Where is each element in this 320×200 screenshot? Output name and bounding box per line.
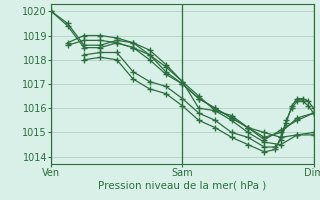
X-axis label: Pression niveau de la mer( hPa ): Pression niveau de la mer( hPa ) — [98, 181, 267, 191]
